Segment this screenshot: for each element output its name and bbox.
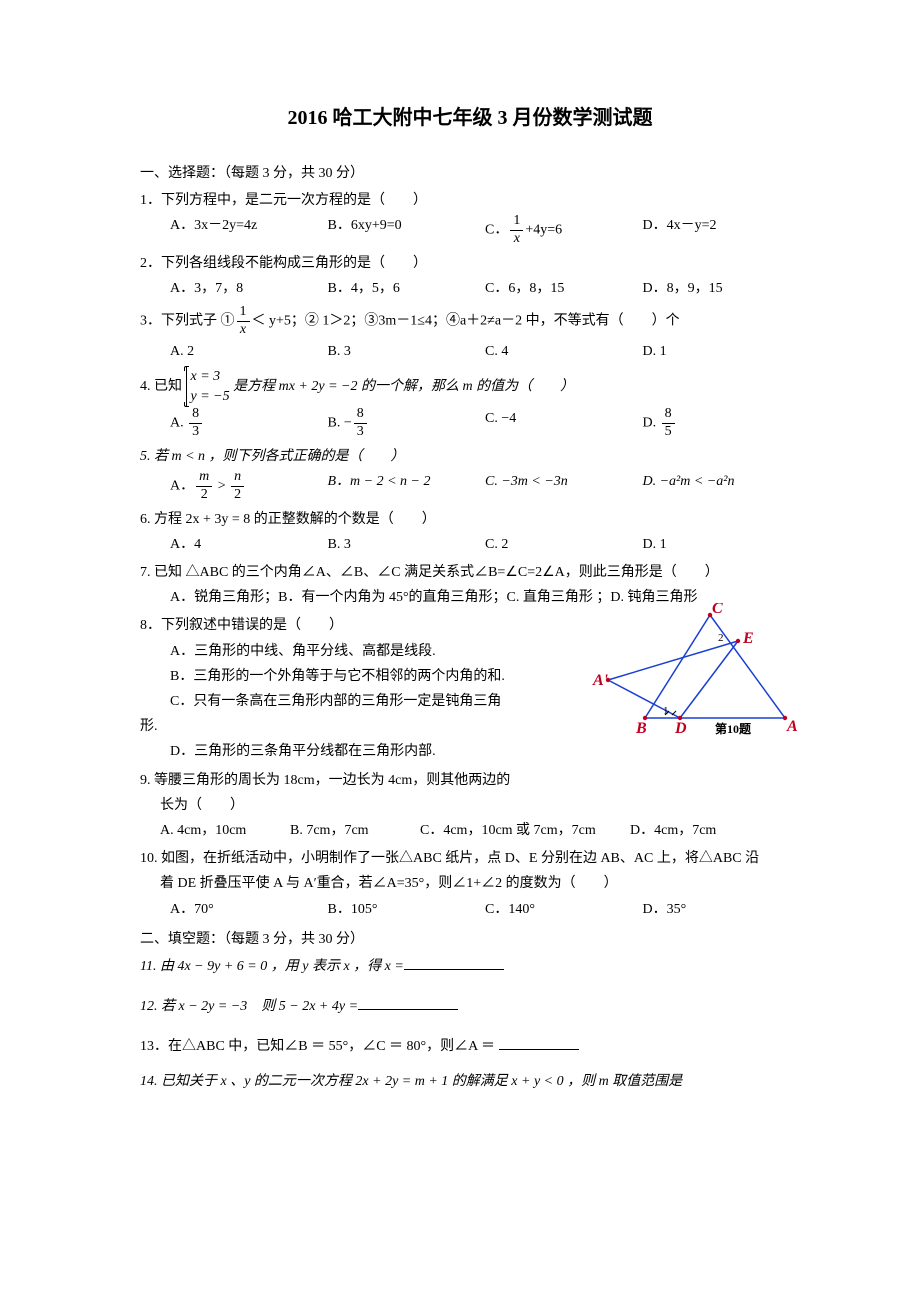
q13-blank: [499, 1036, 579, 1050]
q4: 4. 已知 x = 3y = −5 是方程 mx + 2y = −2 的一个解，…: [140, 367, 800, 441]
q9-text: 9. 等腰三角形的周长为 18cm，一边长为 4cm，则其他两边的: [140, 768, 800, 793]
svg-text:1: 1: [663, 705, 669, 717]
page-title: 2016 哈工大附中七年级 3 月份数学测试题: [140, 100, 800, 136]
q9-opt-a: A. 4cm，10cm: [160, 818, 290, 843]
q12: 12. 若 x − 2y = −3 则 5 − 2x + 4y =: [140, 994, 800, 1019]
q9-opt-d: D．4cm，7cm: [630, 818, 760, 843]
q10: 10. 如图，在折纸活动中，小明制作了一张△ABC 纸片，点 D、E 分别在边 …: [140, 846, 800, 922]
q4-opt-b: B. −83: [328, 406, 486, 441]
q6-opt-b: B. 3: [328, 532, 486, 557]
svg-text:A: A: [786, 718, 798, 735]
q1-opt-b: B．6xy+9=0: [328, 213, 486, 248]
q3-opt-a: A. 2: [170, 339, 328, 364]
q2-text: 2．下列各组线段不能构成三角形的是（ ）: [140, 251, 800, 276]
q2-opt-b: B．4，5，6: [328, 276, 486, 301]
q6-opt-d: D. 1: [643, 532, 801, 557]
q7-text: 7. 已知 △ABC 的三个内角∠A、∠B、∠C 满足关系式∠B=∠C=2∠A，…: [140, 560, 800, 585]
q3: 3．下列式子 ①1x＜ y+5；② 1＞2；③3m－1≤4；④a＋2≠a－2 中…: [140, 304, 800, 364]
q9-opt-b: B. 7cm，7cm: [290, 818, 420, 843]
q10-text2: 着 DE 折叠压平使 A 与 A′重合，若∠A=35°，则∠1+∠2 的度数为（…: [160, 871, 800, 896]
q5-opt-d: D. −a²m < −a²n: [643, 469, 801, 504]
q10-text: 10. 如图，在折纸活动中，小明制作了一张△ABC 纸片，点 D、E 分别在边 …: [140, 846, 800, 871]
q5-opt-a: A．m2 > n2: [170, 469, 328, 504]
q5-opt-c: C. −3m < −3n: [485, 469, 643, 504]
q1-opt-a: A．3x－2y=4z: [170, 213, 328, 248]
q2-opt-c: C．6，8，15: [485, 276, 643, 301]
q4-text: 4. 已知 x = 3y = −5 是方程 mx + 2y = −2 的一个解，…: [140, 367, 800, 406]
svg-text:E: E: [742, 630, 754, 647]
q3-text: 3．下列式子 ①1x＜ y+5；② 1＞2；③3m－1≤4；④a＋2≠a－2 中…: [140, 304, 800, 339]
q4-opt-c: C. −4: [485, 406, 643, 441]
q9-text2: 长为（ ）: [160, 793, 800, 818]
q11: 11. 由 4x − 9y + 6 = 0 ，用 y 表示 x ，得 x =: [140, 954, 800, 979]
svg-text:2: 2: [718, 632, 724, 644]
svg-text:第10题: 第10题: [715, 721, 752, 736]
svg-text:B: B: [635, 720, 647, 737]
section1-header: 一、选择题：（每题 3 分，共 30 分）: [140, 161, 800, 186]
q10-opt-c: C．140°: [485, 897, 643, 922]
q3-opt-c: C. 4: [485, 339, 643, 364]
q11-blank: [404, 956, 504, 970]
q1-opt-d: D．4x－y=2: [643, 213, 801, 248]
q2-opt-d: D．8，9，15: [643, 276, 801, 301]
q2: 2．下列各组线段不能构成三角形的是（ ） A．3，7，8 B．4，5，6 C．6…: [140, 251, 800, 301]
q6-opt-c: C. 2: [485, 532, 643, 557]
section2-header: 二、填空题：（每题 3 分，共 30 分）: [140, 927, 800, 952]
q1-text: 1．下列方程中，是二元一次方程的是（ ）: [140, 188, 800, 213]
q13: 13．在△ABC 中，已知∠B ＝ 55°，∠C ＝ 80°，则∠A ＝: [140, 1034, 800, 1059]
q9-opt-c: C．4cm，10cm 或 7cm，7cm: [420, 818, 630, 843]
svg-text:C: C: [712, 603, 723, 617]
q4-opt-a: A. 83: [170, 406, 328, 441]
q6-text: 6. 方程 2x + 3y = 8 的正整数解的个数是（ ）: [140, 507, 800, 532]
svg-text:D: D: [674, 720, 687, 737]
q6-opt-a: A．4: [170, 532, 328, 557]
q4-opt-d: D. 85: [643, 406, 801, 441]
q10-figure: C E A' B D A 2 1 第10题: [590, 603, 800, 747]
q3-opt-d: D. 1: [643, 339, 801, 364]
q5-opt-b: B．m − 2 < n − 2: [328, 469, 486, 504]
q2-opt-a: A．3，7，8: [170, 276, 328, 301]
q9: 9. 等腰三角形的周长为 18cm，一边长为 4cm，则其他两边的 长为（ ） …: [140, 768, 800, 844]
q5-text: 5. 若 m < n ，则下列各式正确的是（ ）: [140, 444, 800, 469]
q10-opt-b: B．105°: [328, 897, 486, 922]
q3-opt-b: B. 3: [328, 339, 486, 364]
q1: 1．下列方程中，是二元一次方程的是（ ） A．3x－2y=4z B．6xy+9=…: [140, 188, 800, 248]
q1-opt-c: C．1x+4y=6: [485, 213, 643, 248]
q6: 6. 方程 2x + 3y = 8 的正整数解的个数是（ ） A．4 B. 3 …: [140, 507, 800, 557]
q10-opt-d: D．35°: [643, 897, 801, 922]
q8: C E A' B D A 2 1 第10题 8．下列叙述中错误的是（ ） A．三…: [140, 613, 800, 764]
svg-text:A': A': [592, 672, 609, 689]
q10-opt-a: A．70°: [170, 897, 328, 922]
q12-blank: [358, 996, 458, 1010]
q14: 14. 已知关于 x 、y 的二元一次方程 2x + 2y = m + 1 的解…: [140, 1069, 800, 1094]
q5: 5. 若 m < n ，则下列各式正确的是（ ） A．m2 > n2 B．m −…: [140, 444, 800, 504]
